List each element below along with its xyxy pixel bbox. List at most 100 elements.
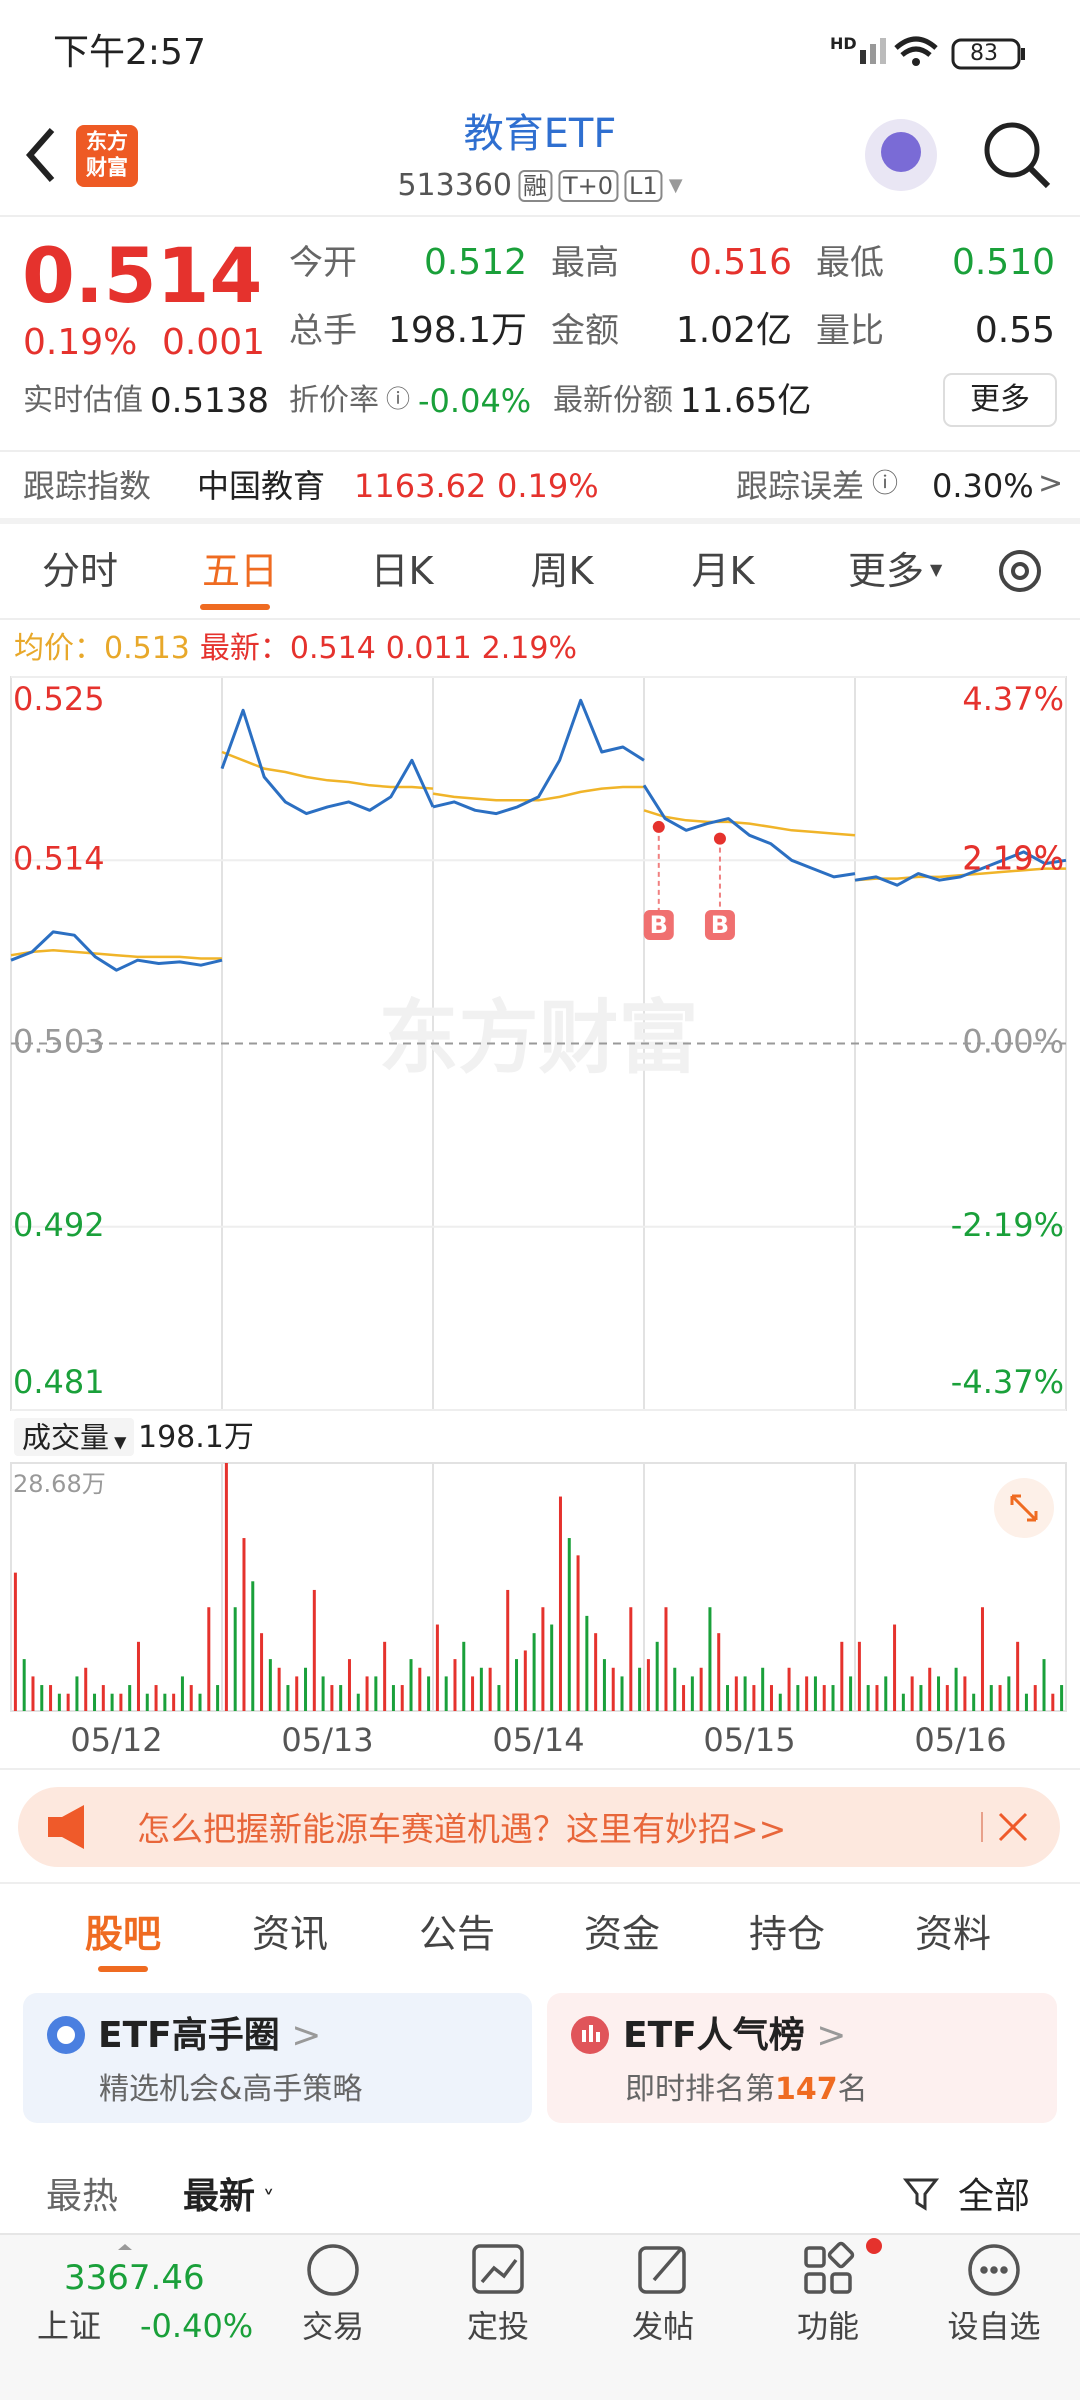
volume-bar xyxy=(866,1685,870,1711)
nav-item[interactable]: 交易 xyxy=(302,2309,364,2346)
volume-bar xyxy=(506,1589,510,1711)
watermark: 东方财富 xyxy=(379,991,699,1084)
tag: 融 xyxy=(518,170,552,202)
sort-hot[interactable]: 最热 xyxy=(46,2176,119,2217)
volume-bar xyxy=(1007,1676,1011,1711)
premium-value: -0.04% xyxy=(418,382,532,420)
volume-bar xyxy=(233,1607,237,1711)
volume-bar xyxy=(409,1659,413,1711)
track-index: 中国教育 xyxy=(197,467,326,505)
tab[interactable]: 更多 xyxy=(847,549,925,593)
nav-item[interactable]: 设自选 xyxy=(947,2309,1041,2346)
trade-point xyxy=(652,820,665,833)
volume-bar xyxy=(893,1624,897,1711)
volume-bar xyxy=(945,1685,949,1711)
volume-bar xyxy=(620,1676,624,1711)
field-label: 金额 xyxy=(551,311,619,351)
price-line xyxy=(10,930,223,972)
volume-bar xyxy=(277,1667,281,1711)
more-button[interactable] xyxy=(943,373,1057,427)
trade-point xyxy=(713,832,726,845)
filter-icon[interactable] xyxy=(902,2178,940,2211)
volume-bar xyxy=(374,1676,378,1711)
subtab[interactable]: 资料 xyxy=(914,1912,992,1956)
estimate-value: 0.5138 xyxy=(150,381,269,421)
tab[interactable]: 日K xyxy=(370,549,434,593)
volume-bar xyxy=(339,1685,343,1711)
nav-item[interactable]: 定投 xyxy=(467,2309,529,2346)
volume-bar xyxy=(444,1676,448,1711)
volume-bar xyxy=(418,1667,422,1711)
volume-selector[interactable] xyxy=(14,1418,134,1456)
volume-label[interactable]: 成交量 ▼ xyxy=(22,1420,127,1455)
field-label: 最低 xyxy=(816,243,884,283)
volume-bar xyxy=(66,1693,70,1711)
logo-text: 财富 xyxy=(86,155,128,180)
tab[interactable]: 月K xyxy=(691,549,755,593)
nav-icons xyxy=(307,2241,1020,2296)
subtab[interactable]: 公告 xyxy=(418,1912,496,1956)
trade-badge xyxy=(704,910,735,940)
card-title[interactable]: ETF人气榜 > xyxy=(623,2015,847,2056)
card-subtitle: 精选机会&高手策略 xyxy=(99,2072,363,2107)
volume-bar xyxy=(954,1667,958,1711)
info-icon[interactable]: ⓘ xyxy=(386,385,410,413)
index-pct[interactable]: -0.40% xyxy=(140,2307,254,2345)
card[interactable] xyxy=(23,1993,532,2123)
volume-bar xyxy=(937,1676,941,1711)
volume-bar xyxy=(145,1693,149,1711)
card[interactable] xyxy=(547,1993,1057,2123)
tab-active[interactable]: 五日 xyxy=(201,549,279,593)
close-button[interactable] xyxy=(998,1812,1028,1842)
volume-bar xyxy=(260,1633,264,1711)
subtab[interactable]: 资金 xyxy=(583,1912,661,1956)
chevron[interactable]: > xyxy=(1038,466,1064,501)
volume-bar xyxy=(594,1633,598,1711)
search-button[interactable] xyxy=(984,122,1051,189)
index-value[interactable]: 3367.46 xyxy=(64,2258,205,2298)
trade-badge xyxy=(643,910,674,940)
sort-latest[interactable]: 最新 ˅ xyxy=(183,2176,275,2217)
subtab-active[interactable]: 股吧 xyxy=(84,1912,162,1956)
volume-bar xyxy=(928,1667,932,1711)
volume-bar xyxy=(963,1676,967,1711)
error-label: 跟踪误差 xyxy=(736,467,865,505)
volume-bar xyxy=(673,1667,677,1711)
volume-bar xyxy=(550,1624,554,1711)
subtab[interactable]: 持仓 xyxy=(748,1912,826,1956)
banner[interactable] xyxy=(18,1787,1060,1867)
volume-bar xyxy=(242,1538,246,1711)
tab[interactable]: 分时 xyxy=(41,549,119,593)
card-title[interactable]: ETF高手圈 > xyxy=(98,2015,322,2056)
volume-bar xyxy=(690,1676,694,1711)
more-text[interactable]: 更多 xyxy=(970,382,1030,417)
volume-frame xyxy=(10,1462,1067,1712)
volume-bar xyxy=(523,1650,527,1711)
settings-button[interactable] xyxy=(999,550,1041,592)
volume-bar xyxy=(1051,1693,1055,1711)
chart: 东方财富 0.525 0.514 0.503 0.492 0.481 4.37% 2.19% 0… xyxy=(10,676,1067,1759)
nav-item[interactable]: 功能 xyxy=(797,2309,859,2346)
y2-tick-label: 4.37% xyxy=(962,680,1064,718)
tab[interactable]: 周K xyxy=(530,549,594,593)
info-icon[interactable]: ⓘ xyxy=(872,469,899,499)
y-tick-label: 0.514 xyxy=(13,839,105,877)
volume-bar xyxy=(1060,1685,1064,1711)
badge xyxy=(866,2238,882,2254)
x-tick-label: 05/15 xyxy=(703,1721,795,1759)
volume-bar xyxy=(207,1607,211,1711)
volume-bar xyxy=(849,1676,853,1711)
volume-bar xyxy=(383,1641,387,1711)
volume-bar xyxy=(629,1607,633,1711)
back-button[interactable] xyxy=(26,128,55,182)
field-value: 0.516 xyxy=(688,242,792,283)
index-name[interactable]: 上证 xyxy=(37,2307,102,2345)
subtab[interactable]: 资讯 xyxy=(251,1912,329,1956)
estimate-label: 实时估值 xyxy=(23,383,143,418)
filter[interactable]: 全部 xyxy=(958,2176,1031,2217)
banner-text[interactable]: 怎么把握新能源车赛道机遇？这里有妙招>> xyxy=(137,1809,787,1849)
volume-bar xyxy=(822,1685,826,1711)
nav-item[interactable]: 发帖 xyxy=(632,2309,694,2346)
volume-bar xyxy=(189,1685,193,1711)
